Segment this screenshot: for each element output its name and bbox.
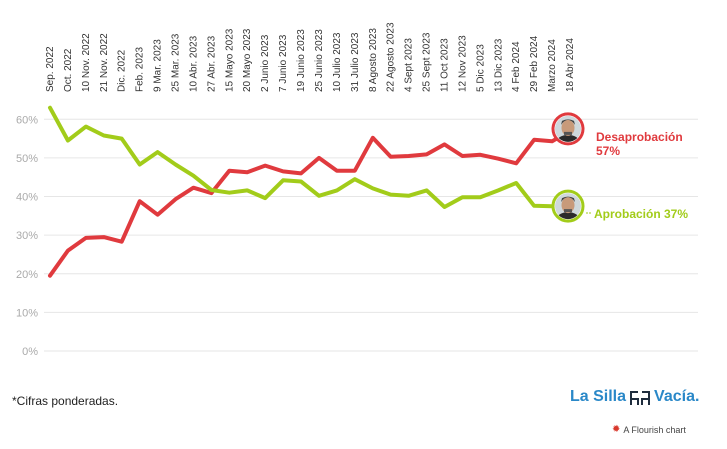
y-tick-label: 60% bbox=[16, 114, 38, 126]
series-line-1 bbox=[48, 105, 572, 211]
brand-name-right: Vacía. bbox=[654, 388, 700, 405]
brand-name-left: La Silla bbox=[570, 388, 627, 405]
x-tick-label: 12 Nov 2023 bbox=[457, 35, 468, 92]
x-tick-label: 27 Abr. 2023 bbox=[206, 35, 217, 92]
portrait-icon bbox=[551, 112, 585, 146]
x-tick-label: Marzo 2024 bbox=[547, 39, 558, 92]
portrait-icon bbox=[551, 189, 585, 223]
x-tick-label: 11 Oct 2023 bbox=[439, 38, 450, 92]
grid bbox=[44, 118, 698, 352]
x-tick-label: 4 Sept 2023 bbox=[404, 38, 415, 92]
x-tick-label: 10 Julio 2023 bbox=[332, 32, 343, 92]
flourish-credit[interactable]: ✹ A Flourish chart bbox=[612, 424, 686, 435]
x-tick-label: 22 Agosto 2023 bbox=[386, 22, 397, 92]
x-tick-label: 10 Abr. 2023 bbox=[188, 35, 199, 92]
flourish-star-icon: ✹ bbox=[612, 424, 621, 435]
x-tick-label: Oct. 2022 bbox=[63, 48, 74, 92]
x-tick-label: 10 Nov. 2022 bbox=[81, 33, 92, 92]
flourish-credit-text: A Flourish chart bbox=[623, 424, 686, 435]
x-tick-label: 18 Abr 2024 bbox=[565, 38, 576, 92]
y-tick-label: 20% bbox=[16, 269, 38, 281]
x-tick-label: 19 Junio 2023 bbox=[296, 29, 307, 92]
series bbox=[48, 105, 572, 278]
x-tick-label: 7 Junio 2023 bbox=[278, 34, 289, 92]
x-tick-label: 13 Dic 2023 bbox=[493, 38, 504, 92]
x-tick-label: 2 Junio 2023 bbox=[260, 34, 271, 92]
end-label-aprobacion: Aprobación 37% bbox=[594, 207, 688, 221]
x-tick-label: 29 Feb 2024 bbox=[529, 35, 540, 92]
brand-logo[interactable]: La Silla Vacía. bbox=[570, 388, 699, 406]
x-tick-label: 25 Mar. 2023 bbox=[171, 33, 182, 92]
x-tick-label: 21 Nov. 2022 bbox=[99, 33, 110, 92]
x-tick-label: 5 Dic 2023 bbox=[475, 44, 486, 92]
x-tick-label: Feb. 2023 bbox=[135, 47, 146, 92]
chairs-icon bbox=[630, 391, 651, 405]
footnote: *Cifras ponderadas. bbox=[12, 394, 119, 408]
x-axis-ticks: Sep. 2022 Oct. 2022 10 Nov. 2022 21 Nov. 20… bbox=[45, 22, 576, 92]
x-tick-label: 25 Junio 2023 bbox=[314, 29, 325, 92]
y-axis-ticks: 0% 10% 20% 30% 40% 50% 60% bbox=[16, 114, 38, 358]
x-tick-label: Dic. 2022 bbox=[117, 49, 128, 92]
x-tick-label: 4 Feb 2024 bbox=[511, 41, 522, 92]
x-tick-label: 20 Mayo 2023 bbox=[242, 28, 253, 92]
x-tick-label: 9 Mar. 2023 bbox=[153, 39, 164, 92]
x-tick-label: Sep. 2022 bbox=[45, 46, 56, 92]
end-label-value-desaprobacion: 57% bbox=[596, 144, 620, 158]
y-tick-label: 10% bbox=[16, 307, 38, 319]
y-tick-label: 50% bbox=[16, 153, 38, 165]
x-tick-label: 25 Sept 2023 bbox=[422, 32, 433, 92]
end-label-name-desaprobacion: Desaprobación bbox=[596, 130, 683, 144]
x-tick-label: 31 Julio 2023 bbox=[350, 32, 361, 92]
x-tick-label: 15 Mayo 2023 bbox=[224, 28, 235, 92]
series-line-0 bbox=[48, 128, 572, 278]
y-tick-label: 0% bbox=[22, 346, 38, 358]
y-tick-label: 40% bbox=[16, 192, 38, 204]
x-tick-label: 8 Agosto 2023 bbox=[368, 28, 379, 92]
y-tick-label: 30% bbox=[16, 230, 38, 242]
